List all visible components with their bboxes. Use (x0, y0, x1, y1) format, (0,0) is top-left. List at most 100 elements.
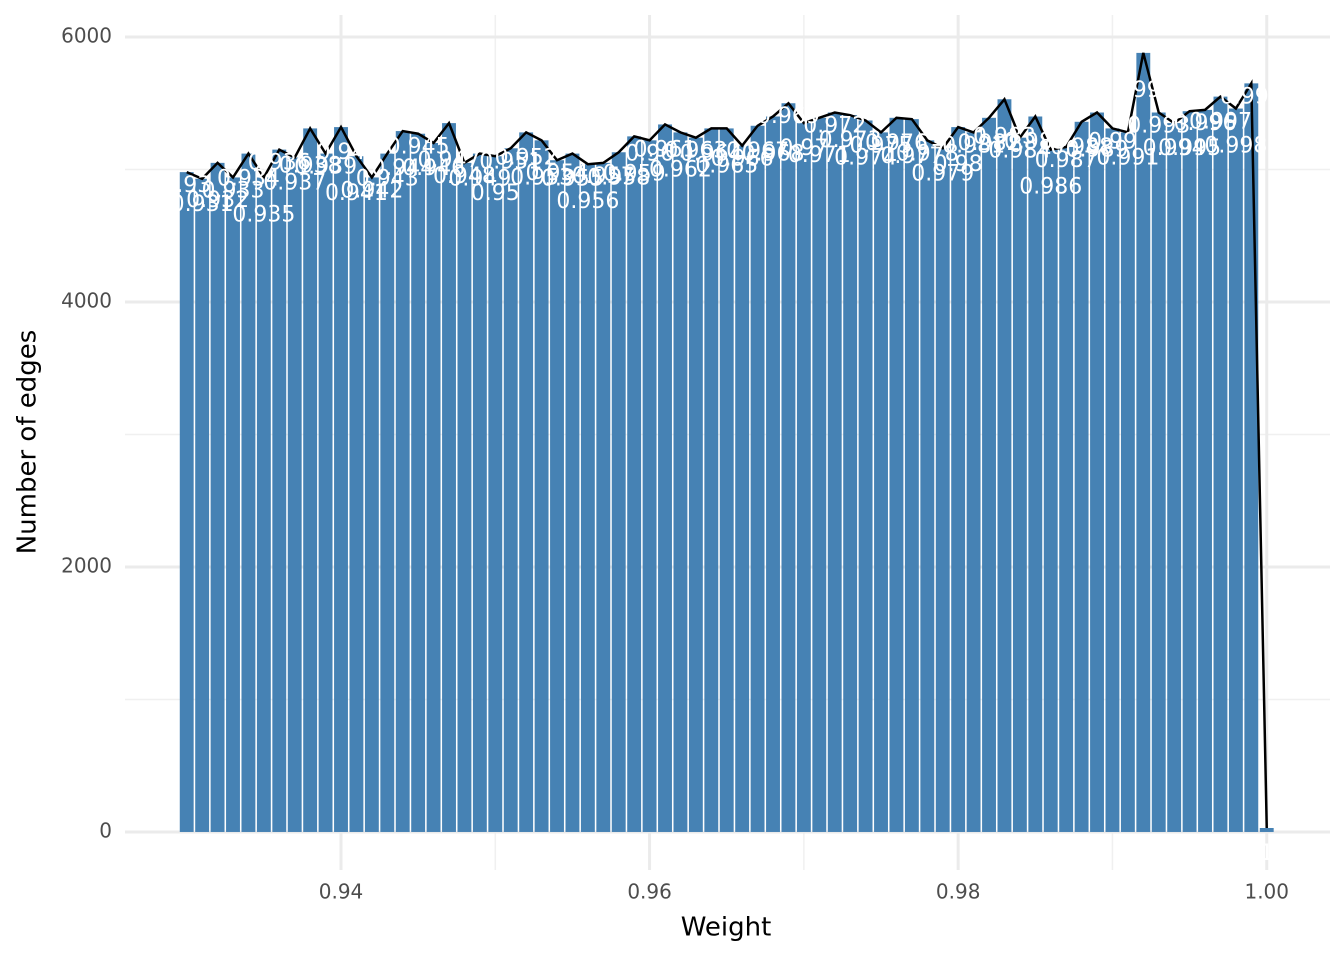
bar (827, 112, 842, 832)
bar-label: 0.971 (788, 143, 851, 168)
bar-label: 0.96 (625, 141, 674, 166)
bar (781, 103, 796, 832)
bar-label: 0.934 (217, 167, 280, 192)
bar (935, 148, 950, 832)
bar-label: 0.985 (1004, 129, 1067, 154)
bar (735, 145, 750, 832)
bar-label: 0.933 (202, 178, 265, 203)
bar (426, 142, 441, 832)
bar (750, 125, 765, 832)
bar-label: 0.956 (556, 189, 619, 214)
bar-label: 0.953 (510, 165, 573, 190)
x-tick-label: 1.00 (1244, 880, 1289, 904)
y-tick-label: 2000 (61, 553, 112, 577)
bar-label: 0.937 (263, 171, 326, 196)
bar-label: 0.941 (325, 181, 388, 206)
bar-label: 0.977 (880, 144, 943, 169)
bar (411, 133, 426, 832)
bar-label: 0.997 (1189, 110, 1252, 135)
bar-label: 0.939 (294, 155, 357, 180)
bar-label: 0.981 (942, 133, 1005, 158)
bar-label: 0.999 (1220, 84, 1283, 109)
bar (179, 172, 194, 832)
bar-label: 0.966 (711, 147, 774, 172)
bar (1074, 121, 1089, 832)
bar-label: 0.989 (1066, 138, 1129, 163)
bar (210, 162, 225, 832)
bar-label: 0.995 (1158, 136, 1221, 161)
bar-label: 0.932 (186, 188, 249, 213)
bar-label: 0.974 (834, 145, 897, 170)
bar-label: 0.946 (402, 156, 465, 181)
bar (1059, 146, 1074, 832)
bar-label: 0.964 (680, 141, 743, 166)
bar (272, 149, 287, 832)
bar (580, 164, 595, 832)
bar (349, 156, 364, 832)
bar-label: 0.94 (317, 140, 366, 165)
bar-label: 0.961 (634, 137, 697, 162)
bar (534, 140, 549, 832)
bar-label: 0.97 (779, 136, 828, 161)
bar-label: 0.994 (1143, 136, 1206, 161)
bar (904, 119, 919, 832)
bar (1120, 132, 1135, 832)
bar (503, 148, 518, 832)
bar (442, 123, 456, 832)
y-tick-label: 4000 (61, 288, 112, 312)
bar-label: 1 (1260, 841, 1274, 866)
bar (318, 153, 333, 832)
y-axis-title: Number of edges (13, 330, 43, 555)
bar-label: 0.959 (603, 161, 666, 186)
bar (658, 124, 672, 832)
bar (1090, 112, 1104, 832)
bar-label: 0.996 (1174, 111, 1237, 136)
bar (951, 127, 966, 832)
bar (241, 153, 256, 832)
bar (966, 132, 981, 832)
bar (874, 132, 888, 832)
bar-label: 0.963 (664, 139, 727, 164)
bar-label: 0.955 (541, 167, 604, 192)
bar (565, 153, 580, 832)
bar (1167, 123, 1182, 832)
bar (611, 152, 626, 832)
bar (334, 127, 348, 832)
bar (488, 156, 503, 832)
bar-label: 0.986 (1019, 175, 1082, 200)
bar (1105, 128, 1120, 832)
bar-label: 0.984 (988, 139, 1051, 164)
bar-label: 0.952 (495, 145, 558, 170)
bar (982, 117, 996, 832)
bar-label: 0.949 (448, 167, 511, 192)
bar-label: 0.968 (742, 141, 805, 166)
bar-label: 0.944 (371, 156, 434, 181)
bar (843, 115, 858, 832)
bar-label: 0.93 (162, 173, 211, 198)
bar (673, 132, 688, 832)
bar-label: 0.948 (433, 164, 496, 189)
bar-label: 0.958 (587, 165, 650, 190)
bar (395, 131, 410, 832)
bar-label: 0.935 (232, 202, 295, 227)
bar-label: 0.936 (248, 151, 311, 176)
bar (457, 162, 472, 832)
bar-label: 0.99 (1088, 129, 1137, 154)
bar (550, 160, 564, 832)
bar (195, 178, 210, 832)
bar-label: 0.998 (1204, 134, 1267, 159)
bar (1228, 108, 1243, 832)
x-axis-title: Weight (681, 913, 772, 943)
bar (642, 140, 657, 832)
x-tick-label: 0.94 (319, 880, 364, 904)
x-tick-label: 0.96 (627, 880, 672, 904)
bar-label: 0.993 (1127, 114, 1190, 139)
y-tick-label: 6000 (61, 23, 112, 47)
bar (1213, 96, 1228, 832)
y-tick-label: 0 (99, 818, 112, 842)
bar-label: 0.951 (479, 149, 542, 174)
bar (920, 140, 935, 832)
bar-label: 0.969 (757, 104, 820, 129)
x-tick-label: 0.98 (936, 880, 981, 904)
